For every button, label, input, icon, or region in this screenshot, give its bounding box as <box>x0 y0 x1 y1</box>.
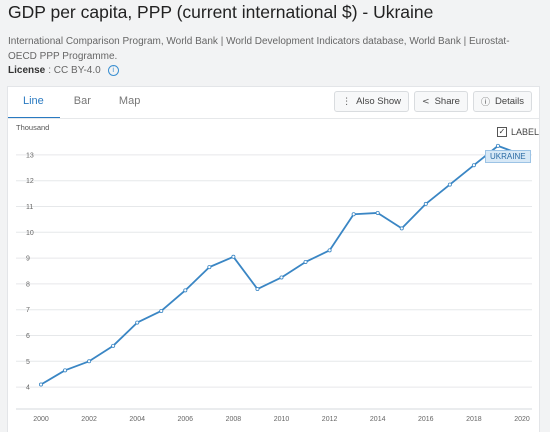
x-tick-label: 2008 <box>226 416 242 423</box>
y-axis-unit-label: Thousand <box>16 123 49 132</box>
x-tick-label: 2020 <box>514 416 530 423</box>
label-toggle[interactable]: ✓ LABEL <box>497 127 539 137</box>
y-tick-label: 9 <box>26 256 30 263</box>
page-title: GDP per capita, PPP (current internation… <box>8 2 434 22</box>
info-icon: ⓘ <box>480 98 490 108</box>
x-tick-label: 2002 <box>81 416 97 423</box>
x-tick-label: 2012 <box>322 416 338 423</box>
data-point <box>351 212 356 217</box>
x-tick-label: 2004 <box>129 416 145 423</box>
source-text: International Comparison Program, World … <box>8 36 510 62</box>
data-point <box>183 288 188 293</box>
y-tick-label: 4 <box>26 385 30 392</box>
data-point <box>38 382 43 387</box>
x-tick-label: 2000 <box>33 416 49 423</box>
data-point <box>399 226 404 231</box>
data-point <box>279 275 284 280</box>
x-tick-label: 2014 <box>370 416 386 423</box>
data-point <box>423 201 428 206</box>
data-point <box>231 254 236 259</box>
data-point <box>471 163 476 168</box>
series-line-ukraine <box>40 144 523 386</box>
share-label: Share <box>434 96 460 107</box>
line-chart: Thousand 4 5 6 7 8 9 10 11 12 13 2000 2002 2004 2006 20… <box>16 123 532 423</box>
also-show-label: Also Show <box>356 96 402 107</box>
y-tick-label: 13 <box>26 152 34 159</box>
data-point <box>447 182 452 187</box>
data-point <box>207 265 212 270</box>
data-point <box>87 359 92 364</box>
data-point <box>375 210 380 215</box>
data-point <box>303 259 308 264</box>
data-point <box>159 308 164 313</box>
license-label: License <box>8 65 46 76</box>
label-toggle-text: LABEL <box>511 127 540 137</box>
info-icon[interactable]: i <box>107 65 119 76</box>
y-tick-label: 7 <box>26 307 30 314</box>
data-point <box>327 248 332 253</box>
y-tick-label: 11 <box>26 204 33 211</box>
tab-map[interactable]: Map <box>118 95 141 107</box>
data-point <box>135 320 140 325</box>
y-tick-label: 12 <box>26 178 34 185</box>
chart-panel: Line Bar Map ⋮ Also Show < Share ⓘ Detai… <box>7 86 540 432</box>
y-tick-label: 8 <box>26 281 30 288</box>
data-point <box>495 143 500 148</box>
share-button[interactable]: < Share <box>414 91 468 112</box>
series-label-tag: UKRAINE <box>485 150 531 163</box>
also-show-button[interactable]: ⋮ Also Show <box>334 91 410 112</box>
x-tick-label: 2010 <box>274 416 290 423</box>
data-point <box>63 368 68 373</box>
chart-actions: ⋮ Also Show < Share ⓘ Details <box>334 91 532 112</box>
license-line: License : CC BY-4.0 i <box>8 65 119 76</box>
share-icon: < <box>422 96 430 107</box>
details-label: Details <box>494 96 524 107</box>
x-tick-label: 2016 <box>418 416 434 423</box>
x-tick-label: 2018 <box>466 416 482 423</box>
y-tick-label: 10 <box>26 230 34 237</box>
tab-bar[interactable]: Bar <box>73 95 91 107</box>
vertical-dots-icon: ⋮ <box>342 96 352 107</box>
y-tick-label: 5 <box>26 359 30 366</box>
tabs-divider <box>8 118 539 119</box>
license-value: : CC BY-4.0 <box>48 65 101 76</box>
label-checkbox[interactable]: ✓ <box>497 127 507 137</box>
data-point <box>111 343 116 348</box>
x-tick-label: 2006 <box>178 416 194 423</box>
y-tick-label: 6 <box>26 333 30 340</box>
details-button[interactable]: ⓘ Details <box>472 91 532 112</box>
data-point <box>255 287 260 292</box>
